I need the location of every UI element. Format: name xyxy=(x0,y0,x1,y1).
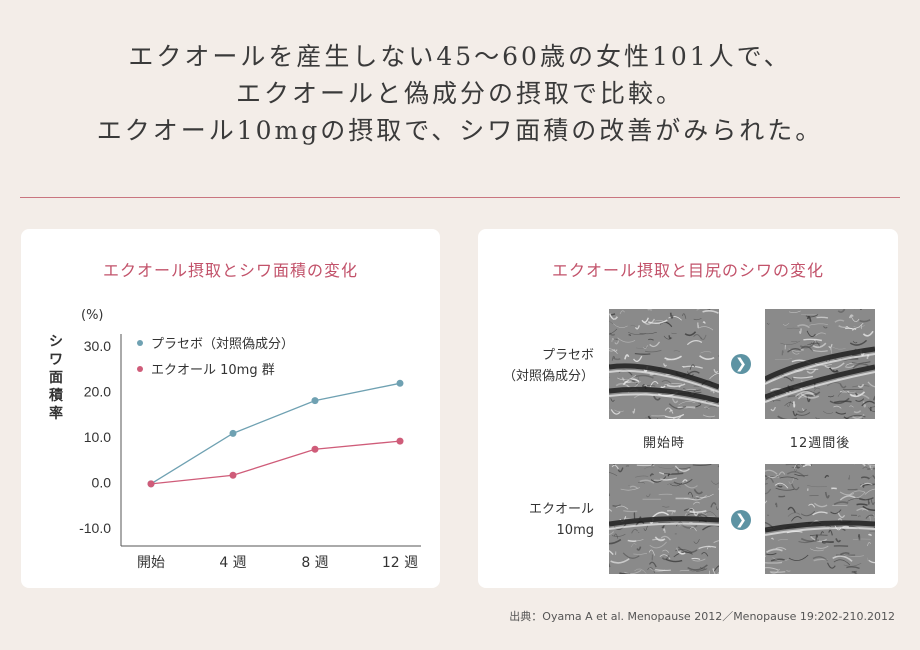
legend-label: プラセボ（対照偽成分） xyxy=(151,337,294,352)
y-unit-label: (%) xyxy=(81,308,104,323)
legend-marker xyxy=(137,340,143,346)
headline-line-1: エクオールを産生しない45～60歳の女性101人で、 xyxy=(128,42,792,71)
section-divider xyxy=(20,197,900,198)
legend-label: エクオール 10mg 群 xyxy=(151,363,275,378)
caption-start: 開始時 xyxy=(642,436,685,451)
y-axis-label-char: 率 xyxy=(49,405,63,422)
row-label-placebo-line-1: プラセボ xyxy=(541,348,594,363)
x-tick-label: 開始 xyxy=(137,555,165,571)
data-point xyxy=(229,471,237,479)
line-chart: 30.0 20.0 10.0 0.0 -10.0 開始 4 週 8 週 12 週 (%) シワ面積率… xyxy=(48,308,421,571)
skin-texture-image xyxy=(765,309,875,419)
x-tick-label: 8 週 xyxy=(301,555,328,571)
data-point xyxy=(396,437,404,445)
headline-line-3: エクオール10mgの摂取で、シワ面積の改善がみられた。 xyxy=(96,116,824,145)
chevron-right-icon: ❯ xyxy=(731,510,751,530)
skin-texture-image xyxy=(609,464,719,574)
y-tick-label: 0.0 xyxy=(92,475,112,491)
y-tick-label: 10.0 xyxy=(84,429,111,445)
photo-placebo-12w xyxy=(765,309,875,419)
caption-after: 12週間後 xyxy=(789,436,851,451)
data-point xyxy=(229,429,237,437)
row-label-equol-line-1: エクオール xyxy=(528,502,594,517)
y-axis-label-char: 面 xyxy=(49,370,63,386)
y-axis-label-char: ワ xyxy=(49,352,63,368)
headline-line-2: エクオールと偽成分の摂取で比較。 xyxy=(235,79,684,108)
y-tick-label: -10.0 xyxy=(79,520,111,536)
y-axis-label-char: シ xyxy=(49,334,63,350)
row-label-placebo-line-2: （対照偽成分） xyxy=(502,369,594,384)
y-tick-label: 30.0 xyxy=(84,338,111,354)
photo-card: エクオール摂取と目尻のシワの変化 プラセボ （対照偽成分） ❯ 開始時 12週間… xyxy=(478,229,898,588)
data-point xyxy=(147,480,155,488)
skin-texture-image xyxy=(765,464,875,574)
y-tick-label: 20.0 xyxy=(84,384,111,400)
photo-equol-12w xyxy=(765,464,875,574)
x-tick-label: 12 週 xyxy=(382,555,418,571)
photo-equol-start xyxy=(609,464,719,574)
photo-card-title: エクオール摂取と目尻のシワの変化 xyxy=(551,261,824,280)
row-label-equol: エクオール 10mg xyxy=(486,499,594,541)
series-line xyxy=(150,440,401,485)
chevron-right-icon: ❯ xyxy=(731,354,751,374)
data-point xyxy=(311,397,319,405)
data-point xyxy=(396,379,404,387)
x-tick-label: 4 週 xyxy=(219,555,246,571)
skin-texture-image xyxy=(609,309,719,419)
row-label-placebo: プラセボ （対照偽成分） xyxy=(486,345,594,387)
row-label-equol-line-2: 10mg xyxy=(556,523,594,538)
series-line xyxy=(150,382,401,485)
y-axis-label-char: 積 xyxy=(48,387,64,404)
chart-card-title: エクオール摂取とシワ面積の変化 xyxy=(102,261,358,280)
data-point xyxy=(311,445,319,453)
headline: エクオールを産生しない45～60歳の女性101人で、 エクオールと偽成分の摂取で… xyxy=(0,38,920,149)
photo-placebo-start xyxy=(609,309,719,419)
chart-card: エクオール摂取とシワ面積の変化 30.0 20.0 10.0 0.0 -10.0 開始 4 … xyxy=(21,229,440,588)
source-citation: 出典：Oyama A et al. Menopause 2012／Menopau… xyxy=(509,610,895,623)
legend-marker xyxy=(137,366,143,372)
